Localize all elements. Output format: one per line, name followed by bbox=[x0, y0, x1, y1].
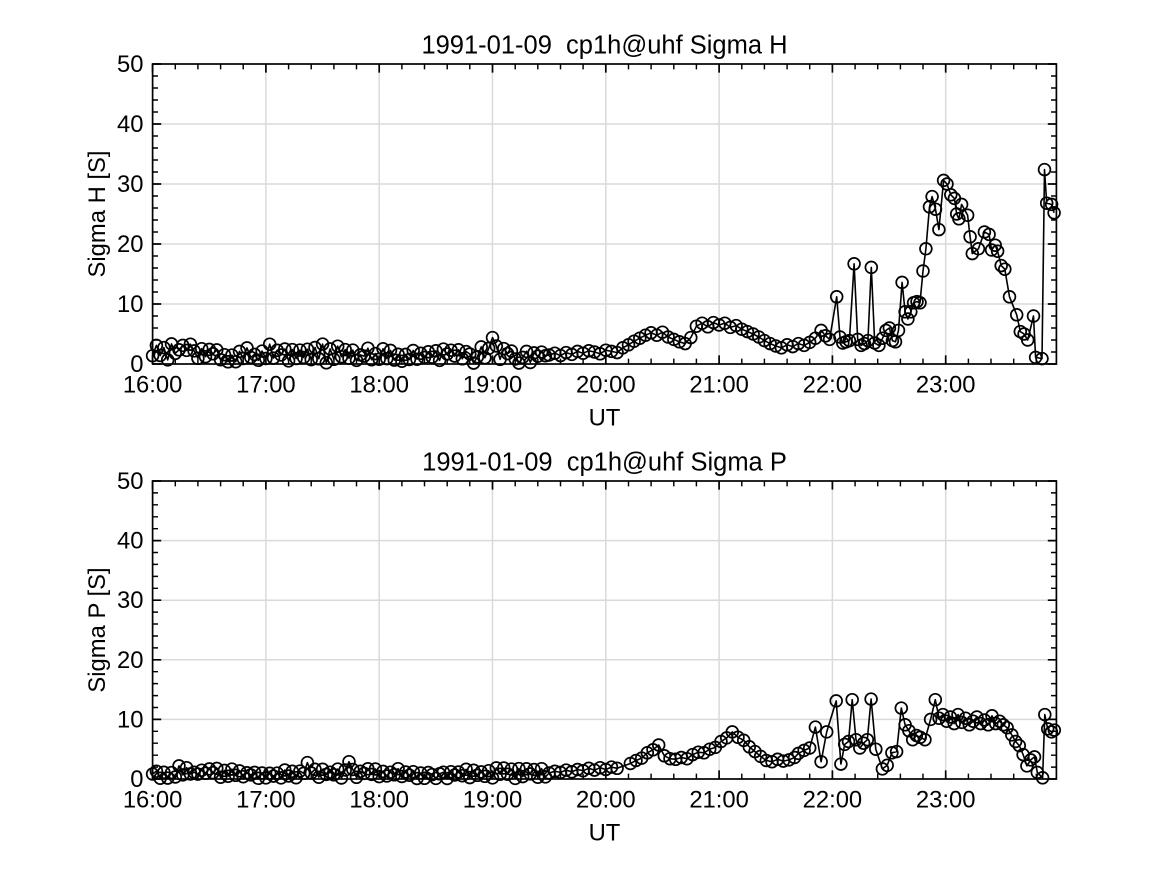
svg-text:UT: UT bbox=[589, 404, 621, 431]
svg-text:Sigma P [S]: Sigma P [S] bbox=[84, 567, 111, 692]
svg-text:18:00: 18:00 bbox=[349, 372, 409, 399]
svg-text:20:00: 20:00 bbox=[576, 372, 636, 399]
svg-text:40: 40 bbox=[117, 111, 143, 138]
svg-text:18:00: 18:00 bbox=[349, 787, 409, 814]
svg-text:10: 10 bbox=[117, 706, 143, 733]
svg-text:30: 30 bbox=[117, 171, 143, 198]
svg-text:0: 0 bbox=[130, 766, 143, 793]
svg-text:UT: UT bbox=[589, 819, 621, 846]
svg-text:23:00: 23:00 bbox=[916, 787, 976, 814]
svg-text:20:00: 20:00 bbox=[576, 787, 636, 814]
svg-text:50: 50 bbox=[117, 51, 143, 78]
svg-text:Sigma H [S]: Sigma H [S] bbox=[84, 151, 111, 278]
svg-text:0: 0 bbox=[130, 351, 143, 378]
svg-text:20: 20 bbox=[117, 647, 143, 674]
svg-text:19:00: 19:00 bbox=[463, 787, 523, 814]
svg-text:21:00: 21:00 bbox=[689, 372, 749, 399]
svg-text:21:00: 21:00 bbox=[689, 787, 749, 814]
svg-text:30: 30 bbox=[117, 587, 143, 614]
svg-text:16:00: 16:00 bbox=[123, 787, 183, 814]
svg-text:50: 50 bbox=[117, 468, 143, 495]
svg-text:1991-01-09 cp1h@uhf Sigma P: 1991-01-09 cp1h@uhf Sigma P bbox=[422, 449, 787, 477]
svg-text:22:00: 22:00 bbox=[803, 787, 863, 814]
svg-text:17:00: 17:00 bbox=[236, 787, 296, 814]
svg-text:1991-01-09 cp1h@uhf Sigma H: 1991-01-09 cp1h@uhf Sigma H bbox=[421, 32, 787, 60]
svg-text:16:00: 16:00 bbox=[123, 372, 183, 399]
svg-text:22:00: 22:00 bbox=[803, 372, 863, 399]
svg-text:23:00: 23:00 bbox=[916, 372, 976, 399]
svg-text:40: 40 bbox=[117, 528, 143, 555]
svg-text:17:00: 17:00 bbox=[236, 372, 296, 399]
svg-text:20: 20 bbox=[117, 231, 143, 258]
svg-text:10: 10 bbox=[117, 291, 143, 318]
svg-text:19:00: 19:00 bbox=[463, 372, 523, 399]
